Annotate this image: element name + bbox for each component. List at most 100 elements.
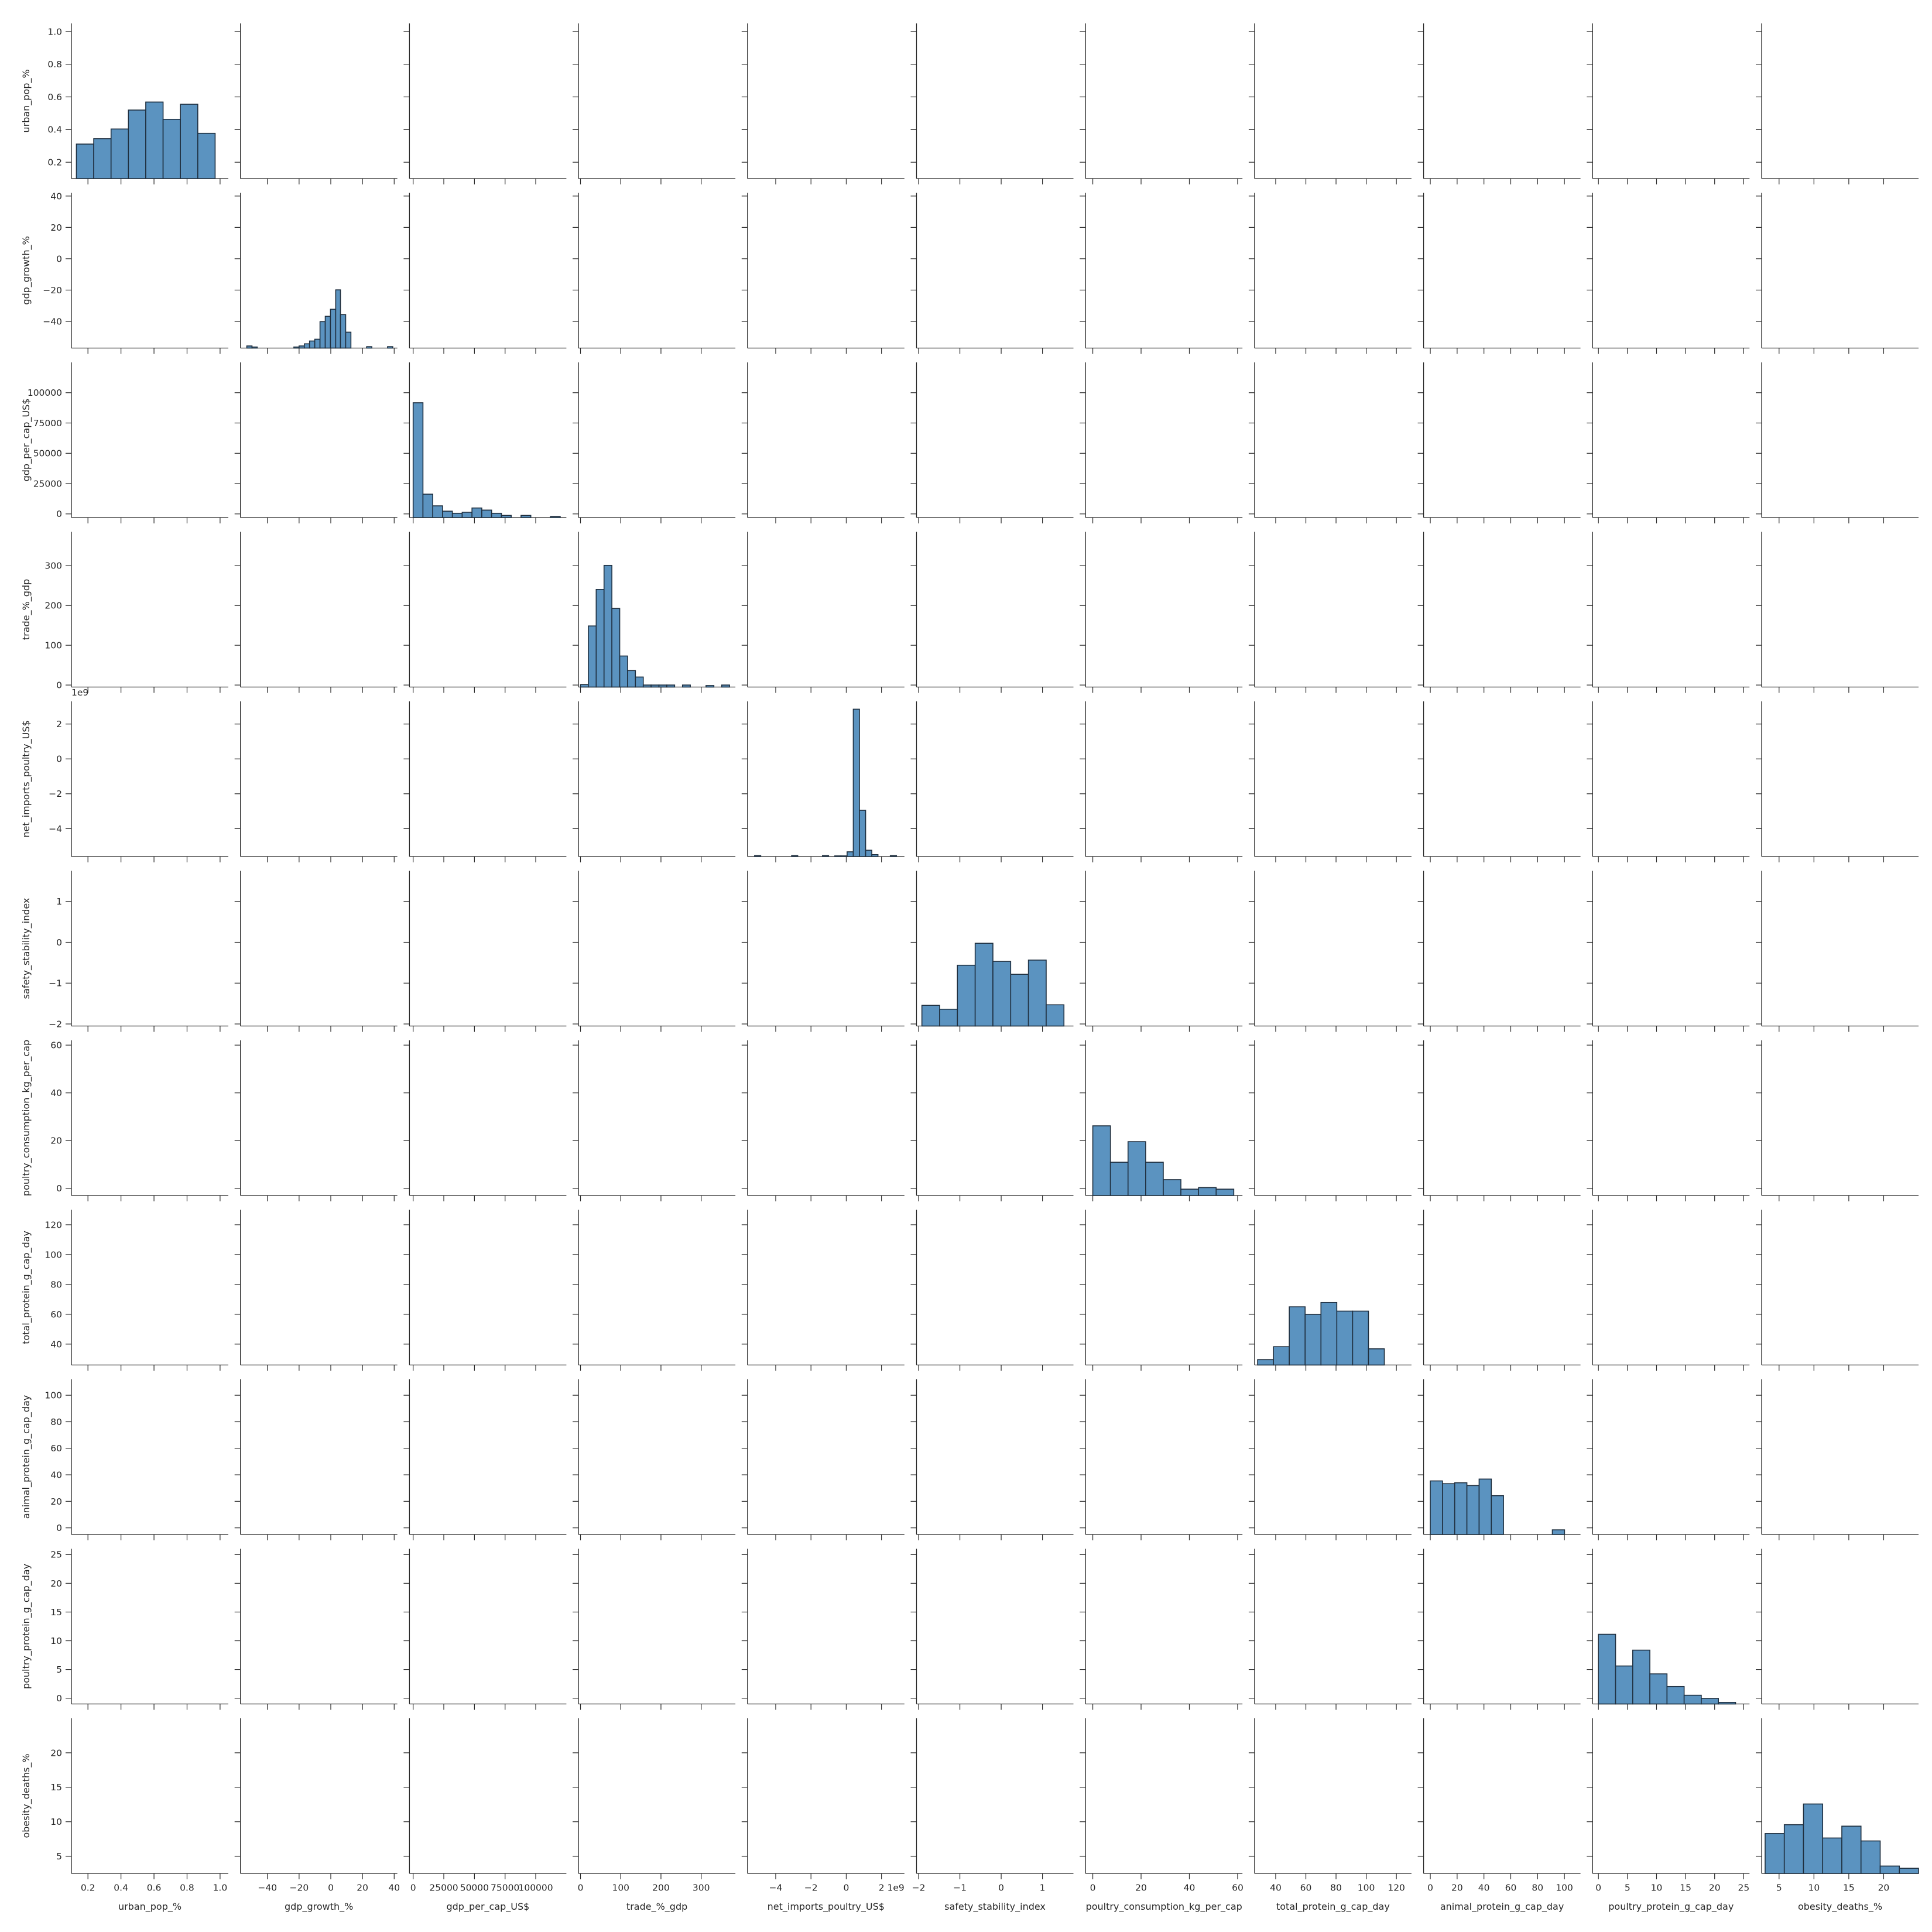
x-tick-label: 0 [1595, 1883, 1601, 1893]
panel-r7-c6 [1080, 1210, 1243, 1371]
panel-r5-c3 [573, 871, 736, 1032]
x-axis-label-net-imports-poultry-us: net_imports_poultry_US$ [768, 1901, 885, 1913]
x-tick-label: 10 [1808, 1883, 1820, 1893]
hist-bar-poultry-consumption-kg-per-cap-2 [1127, 1141, 1146, 1196]
y-axis-label-gdp-per-cap-us: gdp_per_cap_US$ [20, 399, 32, 482]
panel-r10-c9: 0 5 10 15 20 25 poultry_protein_g_cap_day [1587, 1718, 1750, 1913]
hist-bar-poultry-protein-g-cap-day-6 [1701, 1698, 1719, 1705]
x-tick-label: 20 [1878, 1883, 1890, 1893]
hist-bar-gdp-growth-14 [319, 321, 326, 349]
hist-bar-safety-stability-index-1 [939, 1008, 958, 1027]
hist-bar-safety-stability-index-7 [1046, 1004, 1065, 1027]
panel-r4-c0: −4 −2 0 2 net_imports_poultry_US$ 1e9 [20, 687, 228, 862]
panel-r8-c9 [1587, 1379, 1750, 1540]
panel-r0-c5 [910, 23, 1074, 184]
y-axis-label-trade-gdp: trade_%_gdp [20, 579, 32, 640]
hist-bar-trade-gdp-0 [580, 684, 589, 688]
hist-bar-gdp-per-cap-us-0 [412, 402, 424, 518]
x-tick-label: 120 [1388, 1883, 1405, 1893]
panel-r5-c2 [403, 871, 567, 1032]
panel-r0-c6 [1080, 23, 1243, 184]
hist-bar-trade-gdp-9 [650, 684, 660, 688]
y-tick-label: −2 [49, 1019, 62, 1029]
hist-bar-net-imports-poultry-us-6 [791, 855, 799, 857]
x-axis-label-obesity-deaths: obesity_deaths_% [1798, 1901, 1882, 1913]
panel-r9-c6 [1080, 1549, 1243, 1710]
hist-bar-obesity-deaths-2 [1803, 1803, 1824, 1874]
hist-bar-safety-stability-index-2 [957, 964, 976, 1027]
hist-bar-net-imports-poultry-us-19 [871, 854, 879, 857]
panel-r4-c4 [741, 701, 905, 862]
y-tick-label: 25000 [33, 478, 62, 489]
panel-r8-c2 [403, 1379, 567, 1540]
hist-bar-poultry-protein-g-cap-day-2 [1632, 1649, 1650, 1705]
panel-r8-c6 [1080, 1379, 1243, 1540]
x-tick-label: 100 [1358, 1883, 1375, 1893]
panel-r3-c4 [741, 532, 905, 693]
hist-bar-gdp-growth-12 [309, 340, 316, 349]
y-tick-label: 60 [50, 1309, 62, 1320]
x-axis-label-poultry-consumption-kg-per-cap: poultry_consumption_kg_per_cap [1086, 1901, 1242, 1913]
y-tick-label: 0.4 [47, 125, 62, 135]
hist-bar-trade-gdp-11 [666, 684, 676, 688]
y-tick-label: 0 [56, 754, 62, 765]
y-tick-label: 1 [56, 896, 62, 907]
x-tick-label: 15 [1843, 1883, 1855, 1893]
hist-bar-gdp-per-cap-us-8 [491, 512, 502, 518]
y-tick-label: −4 [49, 824, 62, 834]
hist-bar-animal-protein-g-cap-day-2 [1454, 1482, 1468, 1535]
panel-r6-c7 [1248, 1040, 1412, 1201]
panel-r0-c0: 0.2 0.4 0.6 0.8 1.0 urban_pop_% [20, 23, 228, 184]
y-tick-label: 100 [44, 640, 62, 651]
hist-bar-gdp-growth-17 [335, 289, 341, 349]
panel-r0-c2 [403, 23, 567, 184]
panel-r2-c5 [910, 362, 1074, 523]
panel-r8-c5 [910, 1379, 1074, 1540]
hist-bar-trade-gdp-6 [627, 670, 636, 688]
panel-r5-c6 [1080, 871, 1243, 1032]
panel-r3-c7 [1248, 532, 1412, 693]
y-tick-label: 120 [44, 1220, 62, 1230]
hist-bar-safety-stability-index-6 [1027, 960, 1047, 1027]
panel-r1-c9 [1587, 193, 1750, 354]
x-tick-label: 15 [1680, 1883, 1691, 1893]
x-tick-label: 5 [1625, 1883, 1630, 1893]
hist-bar-urban-pop-0 [76, 143, 94, 179]
hist-bar-safety-stability-index-5 [1010, 974, 1029, 1027]
x-tick-label: 100 [612, 1883, 629, 1893]
hist-bar-animal-protein-g-cap-day-0 [1430, 1480, 1443, 1535]
panel-r10-c7: 40 60 80 100 120 total_protein_g_cap_day [1248, 1718, 1412, 1913]
y-tick-label: −40 [43, 316, 62, 327]
hist-bar-urban-pop-6 [180, 104, 198, 179]
panel-r2-c4 [741, 362, 905, 523]
y-axis-label-gdp-growth: gdp_growth_% [20, 236, 32, 304]
x-tick-label: 80 [1532, 1883, 1543, 1893]
panel-r9-c5 [910, 1549, 1074, 1710]
hist-bar-gdp-per-cap-us-4 [451, 512, 463, 518]
x-tick-label: 40 [1270, 1883, 1282, 1893]
panel-r4-c5 [910, 701, 1074, 862]
panel-r3-c0: 0 100 200 300 trade_%_gdp [20, 532, 228, 693]
x-tick-label: 40 [1184, 1883, 1195, 1893]
panel-r2-c1 [234, 362, 398, 523]
x-tick-label: 60 [1505, 1883, 1517, 1893]
x-tick-label: 2 [879, 1883, 885, 1893]
y-tick-label: 20 [50, 1136, 62, 1146]
hist-bar-gdp-per-cap-us-2 [432, 505, 443, 518]
panel-r6-c1 [234, 1040, 398, 1201]
y-tick-label: 25 [50, 1550, 62, 1560]
panel-r1-c7 [1248, 193, 1412, 354]
panel-r6-c6 [1080, 1040, 1243, 1201]
hist-bar-safety-stability-index-3 [974, 943, 994, 1027]
panel-r5-c9 [1587, 871, 1750, 1032]
y-tick-label: 20 [50, 222, 62, 233]
hist-bar-poultry-consumption-kg-per-cap-0 [1092, 1125, 1111, 1196]
y-tick-label: 40 [50, 1339, 62, 1349]
x-tick-label: 40 [1478, 1883, 1490, 1893]
panel-r10-c0: 5 10 15 20 obesity_deaths_% 0.2 0.4 0.6 0.8 1.0 ur… [20, 1718, 228, 1913]
hist-bar-obesity-deaths-3 [1822, 1837, 1842, 1874]
x-tick-label: 5 [1776, 1883, 1782, 1893]
y-tick-label: 40 [50, 1470, 62, 1481]
hist-bar-obesity-deaths-1 [1783, 1824, 1804, 1874]
